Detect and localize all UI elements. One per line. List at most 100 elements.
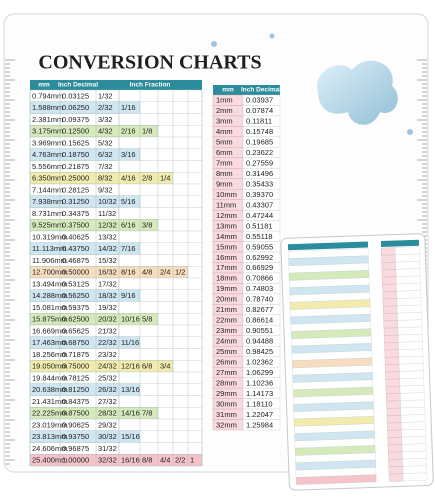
table-cell: 0.47244 [246, 211, 273, 220]
card-row [388, 451, 403, 460]
card-row [402, 458, 427, 467]
table-cell: 32/32 [98, 456, 117, 465]
table-cell: 11.906mm [32, 256, 67, 265]
card-row [386, 407, 402, 416]
table-cell: 15/16 [121, 432, 140, 441]
table-cell: 1.14173 [246, 389, 273, 398]
table-cell: 16/16 [121, 456, 140, 465]
table-cell: 6.350mm [32, 174, 63, 183]
table-cell: 0.03937 [246, 96, 273, 105]
table-row-empty [139, 336, 203, 349]
table-cell: 22.225mm [32, 409, 67, 418]
water-drop [269, 33, 275, 39]
card-row [395, 275, 421, 285]
card-row [401, 443, 427, 452]
table-cell: 7.144mm [32, 185, 63, 194]
table-row-empty [139, 383, 203, 396]
table-row-empty [157, 313, 203, 326]
table-row-empty [139, 430, 203, 443]
table-row-empty [118, 301, 203, 314]
table-cell: 0.46875 [62, 256, 89, 265]
table-cell: 19/32 [98, 303, 117, 312]
card-row [383, 313, 398, 322]
card-row [401, 428, 426, 438]
table-cell: 0.07874 [246, 106, 273, 115]
table-cell: 29mm [216, 389, 237, 398]
card-row [396, 290, 422, 299]
table-row-empty [118, 371, 203, 384]
card-row [397, 319, 423, 328]
table-cell: 9/32 [98, 185, 113, 194]
table-cell: 3/16 [121, 150, 136, 159]
card-row [398, 355, 424, 365]
table-cell: 20.638mm [32, 385, 67, 394]
table-cell: 7mm [216, 159, 233, 168]
table-cell: 0.53125 [62, 279, 89, 288]
table-row-empty [139, 101, 203, 114]
card-row [402, 465, 428, 474]
table-cell: 21/32 [98, 326, 117, 335]
card-row [395, 261, 421, 270]
table-cell: 0.43307 [246, 200, 273, 209]
table-cell: 5/16 [121, 197, 136, 206]
table-cell: 30mm [216, 399, 237, 408]
table-row-empty [118, 348, 203, 361]
table-row-empty [118, 418, 203, 431]
table-row [242, 419, 281, 431]
table-cell: 20/32 [98, 315, 117, 324]
table-row-empty [172, 172, 203, 185]
table-cell: 0.65625 [62, 326, 89, 335]
table-cell: 25.400mm [32, 456, 67, 465]
table-cell: 7/16 [121, 244, 136, 253]
card-row [385, 385, 401, 395]
table-cell: 0.93750 [62, 432, 89, 441]
card-row [382, 305, 398, 314]
table-cell: 0.62500 [62, 315, 89, 324]
card-row [399, 377, 425, 387]
table-cell: 12/32 [98, 221, 117, 230]
table-cell: 0.90625 [62, 420, 89, 429]
table-cell: 8/16 [121, 268, 136, 277]
card-row [386, 393, 401, 402]
table-row-empty [118, 395, 203, 408]
table-cell: 0.15748 [246, 127, 273, 136]
table-cell: 21.431mm [32, 397, 67, 406]
table-cell: 0.18750 [62, 150, 89, 159]
table-cell: 18/32 [98, 291, 117, 300]
table-cell: 32mm [216, 420, 237, 429]
table-cell: 1.00000 [62, 456, 89, 465]
table-cell: 27/32 [98, 397, 117, 406]
table-cell: 6/32 [98, 150, 113, 159]
table-cell: 25mm [216, 347, 237, 356]
header-cell: mm [38, 82, 50, 89]
table-cell: 6mm [216, 148, 233, 157]
table-row-empty [118, 230, 203, 243]
card-row [395, 253, 420, 263]
table-cell: 17/32 [98, 279, 117, 288]
table-cell: 8.731mm [32, 209, 63, 218]
card-row [384, 356, 400, 365]
table-cell: 15.875mm [32, 315, 67, 324]
table-cell: 13mm [216, 221, 237, 230]
table-cell: 0.09375 [62, 115, 89, 124]
table-cell: 0.39370 [246, 190, 273, 199]
card-row [397, 326, 423, 336]
table-cell: 1.588mm [32, 103, 63, 112]
card-row [387, 437, 403, 446]
card-row [399, 385, 425, 394]
table-cell: 1.22047 [246, 410, 273, 419]
table-cell: 0.34375 [62, 209, 89, 218]
table-cell: 18.256mm [32, 350, 67, 359]
table-cell: 0.82677 [246, 305, 273, 314]
card-row [384, 342, 399, 351]
table-cell: 10/32 [98, 197, 117, 206]
card-row [388, 473, 404, 482]
card-row [396, 283, 421, 292]
table-cell: 2/32 [98, 103, 113, 112]
table-cell: 7/8 [142, 409, 152, 418]
card-row [385, 364, 400, 373]
table-cell: 0.27559 [246, 159, 273, 168]
card-row [402, 450, 427, 460]
title: CONVERSION CHARTS [38, 52, 261, 74]
table-cell: 0.794mm [32, 91, 63, 100]
